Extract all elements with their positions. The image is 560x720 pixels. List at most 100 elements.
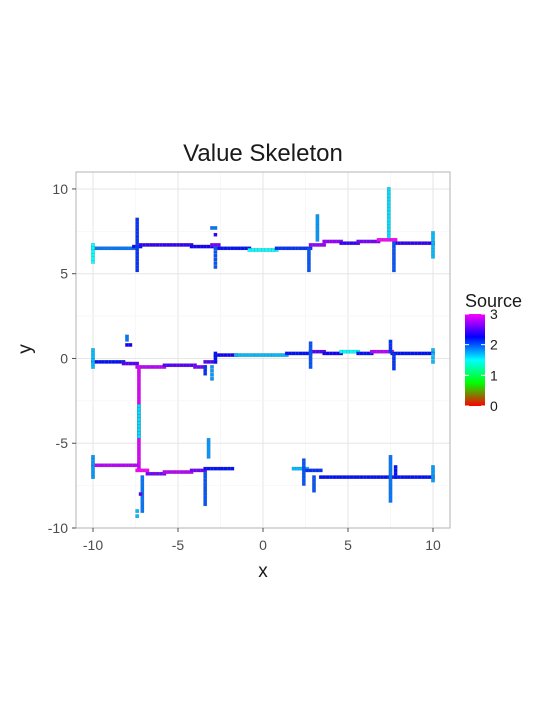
data-cell: [203, 499, 208, 503]
data-cell: [220, 466, 225, 471]
data-cell: [305, 468, 310, 473]
data-cell: [284, 246, 289, 251]
data-cell: [308, 243, 313, 247]
data-cell: [101, 463, 106, 468]
data-cell: [91, 243, 95, 247]
data-cell: [152, 365, 157, 369]
data-cell: [388, 471, 393, 476]
data-cell: [380, 475, 384, 479]
data-cell: [140, 485, 145, 490]
data-cell: [137, 424, 141, 429]
data-cell: [388, 492, 393, 496]
data-cell: [94, 463, 99, 468]
data-cell: [410, 241, 415, 246]
data-cell: [346, 241, 350, 246]
data-cell: [91, 454, 95, 459]
data-cell: [135, 241, 140, 246]
data-cell: [189, 363, 194, 368]
data-cell: [383, 237, 388, 242]
data-cell: [383, 349, 388, 354]
data-cell: [291, 466, 296, 471]
data-cell: [261, 353, 265, 357]
data-cell: [342, 241, 347, 246]
data-cell: [386, 187, 391, 191]
data-cell: [244, 353, 248, 357]
data-cell: [140, 475, 145, 479]
data-cell: [301, 482, 306, 486]
data-cell: [165, 243, 170, 247]
data-cell: [114, 463, 119, 468]
data-cell: [233, 246, 238, 251]
data-cell: [388, 478, 393, 483]
data-cell: [431, 251, 435, 256]
data-cell: [380, 237, 384, 242]
data-cell: [431, 231, 435, 235]
data-cell: [137, 399, 141, 403]
legend-tick-label: 2: [490, 337, 498, 353]
data-cell: [152, 243, 157, 247]
data-cell: [220, 353, 225, 357]
data-cell: [118, 360, 123, 364]
data-cell: [137, 434, 141, 439]
data-cell: [295, 351, 299, 356]
data-cell: [322, 351, 327, 356]
data-cell: [114, 246, 119, 251]
data-cell: [172, 363, 177, 368]
data-cell: [97, 463, 102, 468]
data-cell: [137, 375, 141, 379]
data-cell: [366, 475, 371, 479]
data-cell: [373, 239, 378, 244]
data-cell: [216, 246, 221, 251]
data-cell: [392, 261, 396, 266]
data-cell: [125, 246, 129, 251]
data-cell: [315, 243, 320, 247]
x-axis-label: x: [258, 561, 268, 582]
data-cell: [312, 349, 316, 354]
data-cell: [223, 246, 228, 251]
data-cell: [250, 248, 255, 252]
data-cell: [91, 253, 95, 257]
data-cell: [403, 475, 408, 479]
data-cell: [301, 246, 306, 251]
data-cell: [359, 475, 364, 479]
data-cell: [108, 360, 112, 364]
data-cell: [152, 471, 157, 476]
data-cell: [128, 463, 133, 468]
data-cell: [210, 226, 214, 230]
data-cell: [431, 360, 435, 364]
data-cell: [125, 361, 129, 366]
data-cell: [278, 246, 282, 251]
data-cell: [137, 371, 141, 376]
data-cell: [349, 475, 354, 479]
data-cell: [376, 475, 381, 479]
data-cell: [376, 237, 381, 242]
data-cell: [298, 466, 303, 471]
data-cell: [193, 244, 197, 249]
data-cell: [356, 239, 361, 244]
data-cell: [203, 368, 208, 373]
data-cell: [138, 468, 143, 473]
data-cell: [189, 244, 194, 249]
data-cell: [135, 217, 140, 222]
data-cell: [196, 468, 201, 473]
data-cell: [356, 475, 361, 479]
data-cell: [386, 207, 391, 212]
data-cell: [318, 475, 323, 479]
data-cell: [264, 353, 269, 357]
data-cell: [145, 471, 150, 476]
data-cell: [148, 243, 153, 247]
data-cell: [356, 351, 361, 356]
data-cell: [315, 221, 320, 225]
data-cell: [210, 466, 214, 471]
data-cell: [138, 243, 143, 247]
data-cell: [193, 365, 197, 369]
data-cell: [312, 243, 316, 247]
data-cell: [206, 441, 211, 446]
data-cell: [288, 351, 293, 356]
data-cell: [386, 210, 391, 215]
data-cell: [284, 351, 289, 356]
data-cell: [267, 248, 272, 252]
x-tick-label: 10: [425, 537, 441, 553]
data-cell: [108, 246, 112, 251]
data-cell: [142, 365, 146, 369]
